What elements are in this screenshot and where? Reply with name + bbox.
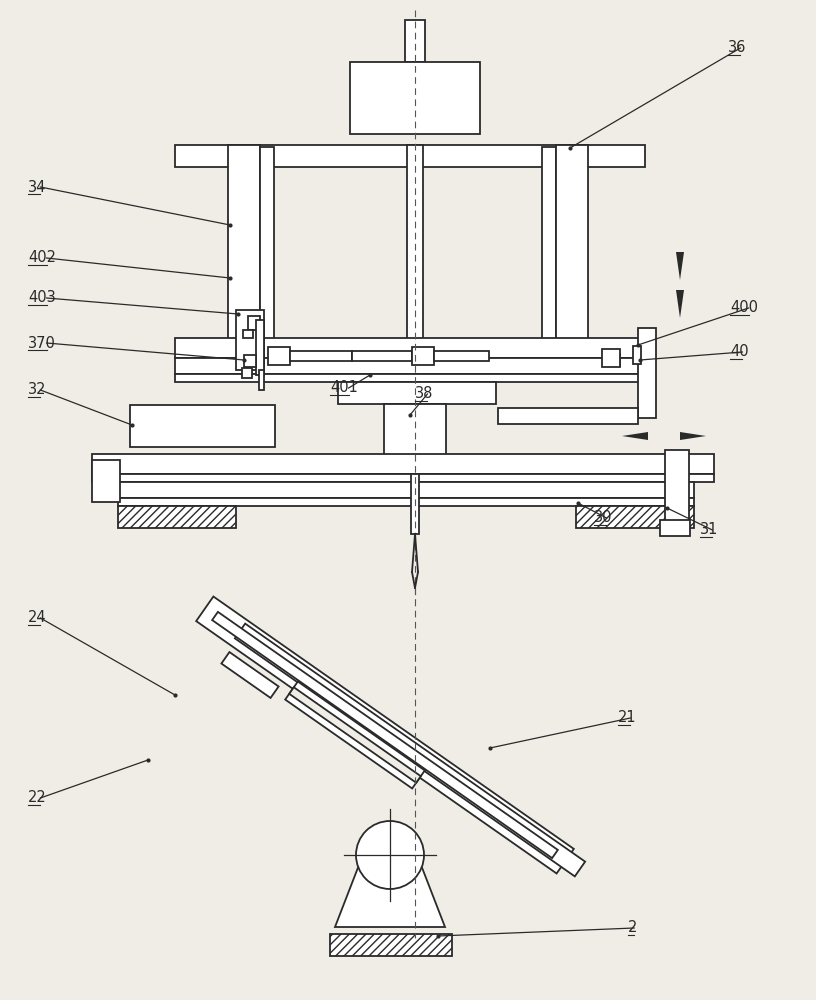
Bar bbox=[260, 147, 274, 350]
Polygon shape bbox=[676, 252, 684, 280]
Text: 38: 38 bbox=[415, 386, 433, 401]
Bar bbox=[542, 147, 556, 350]
Bar bbox=[384, 404, 446, 472]
Bar bbox=[633, 346, 641, 364]
Bar bbox=[175, 374, 645, 382]
Polygon shape bbox=[286, 682, 425, 788]
Bar bbox=[130, 405, 275, 447]
Bar bbox=[175, 338, 645, 358]
Bar bbox=[259, 370, 264, 390]
Text: 40: 40 bbox=[730, 344, 748, 360]
Polygon shape bbox=[212, 612, 558, 858]
Bar bbox=[412, 347, 434, 365]
Bar bbox=[556, 145, 588, 350]
Bar bbox=[352, 351, 412, 361]
Polygon shape bbox=[622, 432, 648, 440]
Bar bbox=[350, 62, 480, 134]
Bar bbox=[236, 310, 264, 370]
Polygon shape bbox=[335, 865, 445, 927]
Text: 370: 370 bbox=[28, 336, 55, 351]
Bar bbox=[268, 347, 290, 365]
Bar bbox=[118, 498, 694, 506]
Text: 22: 22 bbox=[28, 790, 47, 806]
Text: 403: 403 bbox=[28, 290, 55, 306]
Circle shape bbox=[356, 821, 424, 889]
Bar bbox=[175, 145, 645, 167]
Bar bbox=[434, 351, 489, 361]
Text: 31: 31 bbox=[700, 522, 718, 538]
Bar bbox=[604, 354, 620, 366]
Bar bbox=[290, 351, 352, 361]
Bar bbox=[92, 460, 120, 502]
Bar bbox=[228, 145, 260, 350]
Text: 32: 32 bbox=[28, 382, 47, 397]
Text: 21: 21 bbox=[618, 710, 636, 726]
Polygon shape bbox=[680, 432, 706, 440]
Bar bbox=[407, 145, 423, 360]
Bar bbox=[244, 355, 256, 367]
Bar bbox=[660, 520, 690, 536]
Bar bbox=[602, 349, 620, 367]
Polygon shape bbox=[221, 652, 278, 698]
Bar bbox=[638, 328, 656, 418]
Bar bbox=[175, 358, 645, 374]
Text: 402: 402 bbox=[28, 250, 56, 265]
Bar bbox=[256, 320, 264, 375]
Bar bbox=[118, 482, 694, 498]
Bar bbox=[665, 450, 689, 530]
Bar bbox=[330, 934, 452, 956]
Text: 36: 36 bbox=[728, 40, 747, 55]
Polygon shape bbox=[289, 687, 421, 783]
Text: 24: 24 bbox=[28, 610, 47, 626]
Bar bbox=[576, 506, 694, 528]
Bar bbox=[248, 316, 260, 330]
Bar bbox=[243, 330, 253, 338]
Bar bbox=[338, 382, 496, 404]
Bar bbox=[92, 474, 714, 482]
Polygon shape bbox=[196, 597, 574, 873]
Text: 400: 400 bbox=[730, 300, 758, 316]
Polygon shape bbox=[676, 290, 684, 318]
Bar bbox=[411, 474, 419, 534]
Bar bbox=[242, 368, 252, 378]
Bar bbox=[118, 506, 236, 528]
Bar bbox=[405, 20, 425, 62]
Polygon shape bbox=[235, 624, 585, 876]
Bar bbox=[498, 408, 638, 424]
Text: 401: 401 bbox=[330, 380, 358, 395]
Bar bbox=[92, 454, 714, 474]
Text: 34: 34 bbox=[28, 180, 47, 194]
Text: 30: 30 bbox=[594, 510, 613, 526]
Text: 2: 2 bbox=[628, 920, 637, 936]
